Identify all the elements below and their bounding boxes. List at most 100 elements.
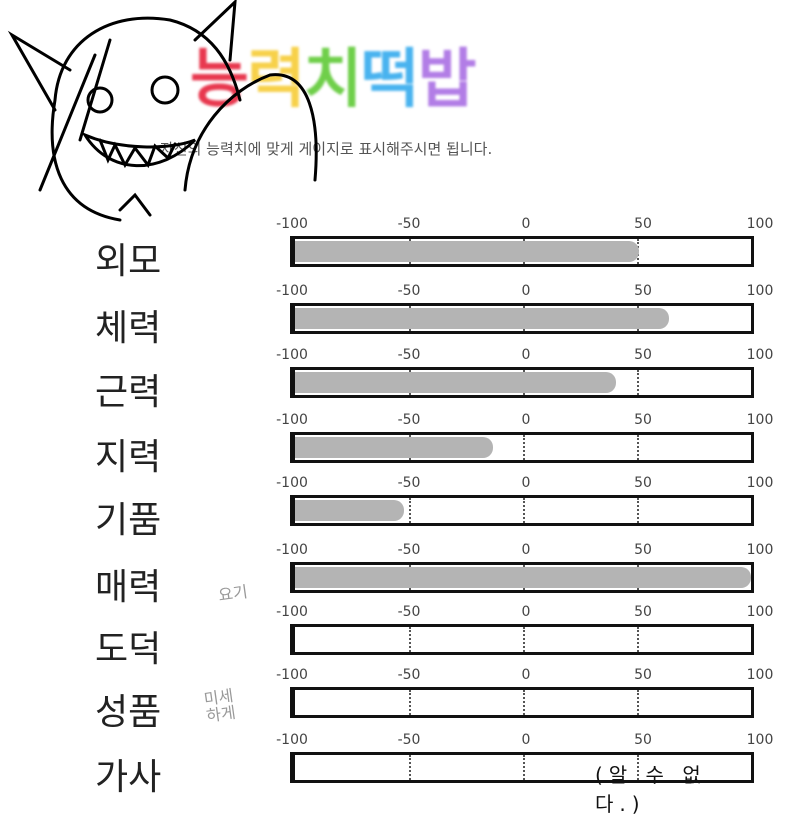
- tick-label: 0: [521, 347, 531, 363]
- stat-label: 체력: [95, 308, 162, 349]
- tick-label: 0: [521, 475, 531, 491]
- tick-label: 100: [746, 347, 774, 363]
- stat-row: 가사 -100 -50 0 50 100 (알 수 없다.): [0, 732, 800, 816]
- tick-label: 0: [521, 283, 531, 299]
- tick-label: 50: [634, 667, 652, 683]
- gauge-bar[interactable]: [290, 303, 754, 334]
- gauge-gridline: [409, 690, 411, 715]
- subtitle: 자신의 능력치에 맞게 게이지로 표시해주시면 됩니다.: [160, 140, 493, 158]
- stat-row: 매력 -100 -50 0 50 100: [0, 542, 800, 614]
- tick-label: 100: [746, 216, 774, 232]
- gauge-bar[interactable]: [290, 562, 754, 593]
- gauge-fill: [295, 372, 617, 393]
- tick-label: 50: [634, 347, 652, 363]
- doodle-hair: [38, 38, 112, 192]
- tick-label: 0: [521, 216, 531, 232]
- tick-label: -100: [276, 475, 308, 491]
- tick-label: -100: [276, 347, 308, 363]
- doodle-collar: [118, 192, 152, 217]
- tick-label: -50: [397, 604, 421, 620]
- scale-ticks: -100 -50 0 50 100: [270, 667, 773, 683]
- gauge-fill: [295, 437, 494, 458]
- tick-label: 100: [746, 475, 774, 491]
- tick-label: 50: [634, 542, 652, 558]
- doodle-left-ear: [7, 30, 72, 112]
- tick-label: 50: [634, 216, 652, 232]
- tick-label: 100: [746, 604, 774, 620]
- gauge-fill: [295, 500, 405, 521]
- tick-label: 0: [521, 604, 531, 620]
- tick-label: -100: [276, 732, 308, 748]
- gauge-gridline: [523, 498, 525, 523]
- tick-label: -100: [276, 604, 308, 620]
- stat-row: 도덕 -100 -50 0 50 100: [0, 604, 800, 676]
- stat-label: 지력: [95, 437, 162, 478]
- tick-label: 0: [521, 412, 531, 428]
- gauge-gridline: [637, 435, 639, 460]
- tick-label: -100: [276, 542, 308, 558]
- gauge-bar[interactable]: [290, 624, 754, 655]
- tick-label: -100: [276, 667, 308, 683]
- doodle-right-eye: [150, 75, 180, 105]
- gauge-bar[interactable]: [290, 687, 754, 718]
- stat-row: 체력 -100 -50 0 50 100: [0, 283, 800, 355]
- gauge-gridline: [523, 627, 525, 652]
- gauge-bar[interactable]: (알 수 없다.): [290, 752, 754, 816]
- scale-ticks: -100 -50 0 50 100: [270, 604, 773, 620]
- gauge-fill: [295, 567, 751, 588]
- gauge-bar[interactable]: [290, 432, 754, 463]
- tick-label: -50: [397, 667, 421, 683]
- stat-label: 도덕: [95, 629, 162, 670]
- scale-ticks: -100 -50 0 50 100: [270, 732, 773, 748]
- tick-label: -50: [397, 412, 421, 428]
- stat-label: 외모: [95, 241, 162, 282]
- tick-label: 0: [521, 732, 531, 748]
- scale-ticks: -100 -50 0 50 100: [270, 475, 773, 491]
- doodle-arm: [183, 73, 318, 192]
- tick-label: 100: [746, 667, 774, 683]
- doodle-left-eye: [86, 86, 114, 114]
- scale-ticks: -100 -50 0 50 100: [270, 347, 773, 363]
- tick-label: -50: [397, 542, 421, 558]
- tick-label: 50: [634, 604, 652, 620]
- gauge-gridline: [637, 690, 639, 715]
- stat-label: 기품: [95, 500, 162, 541]
- gauge-gridline: [523, 755, 525, 780]
- stat-row: 지력 -100 -50 0 50 100: [0, 412, 800, 484]
- gauge-gridline: [637, 627, 639, 652]
- gauge-fill: [295, 308, 669, 329]
- gauge-gridline: [637, 755, 639, 780]
- title-char: 밥: [417, 43, 477, 117]
- tick-label: -50: [397, 347, 421, 363]
- doodle-right-ear: [193, 0, 237, 62]
- stat-label: 근력: [95, 372, 162, 413]
- scale-ticks: -100 -50 0 50 100: [270, 283, 773, 299]
- tick-label: 100: [746, 412, 774, 428]
- scale-ticks: -100 -50 0 50 100: [270, 216, 773, 232]
- gauge-gridline: [523, 435, 525, 460]
- tick-label: 50: [634, 732, 652, 748]
- tick-label: -100: [276, 283, 308, 299]
- stat-row: 외모 -100 -50 0 50 100: [0, 216, 800, 288]
- gauge-bar[interactable]: [290, 367, 754, 398]
- gauge-bar[interactable]: [290, 236, 754, 267]
- doodle-drawing: [7, 0, 318, 222]
- stat-row: 근력 -100 -50 0 50 100: [0, 347, 800, 419]
- tick-label: -50: [397, 216, 421, 232]
- tick-label: 100: [746, 732, 774, 748]
- title-char: 치: [303, 43, 363, 117]
- gauge-gridline: [409, 498, 411, 523]
- gauge-bar[interactable]: [290, 495, 754, 526]
- tick-label: -50: [397, 475, 421, 491]
- gauge-gridline: [523, 690, 525, 715]
- tick-label: 50: [634, 283, 652, 299]
- tick-label: 100: [746, 542, 774, 558]
- doodle-head-outline: [50, 16, 242, 222]
- gauge-gridline: [409, 627, 411, 652]
- tick-label: 100: [746, 283, 774, 299]
- tick-label: -100: [276, 412, 308, 428]
- tick-label: 0: [521, 667, 531, 683]
- doodle-teeth: [98, 138, 177, 169]
- tick-label: 50: [634, 412, 652, 428]
- stat-label: 매력: [95, 567, 162, 608]
